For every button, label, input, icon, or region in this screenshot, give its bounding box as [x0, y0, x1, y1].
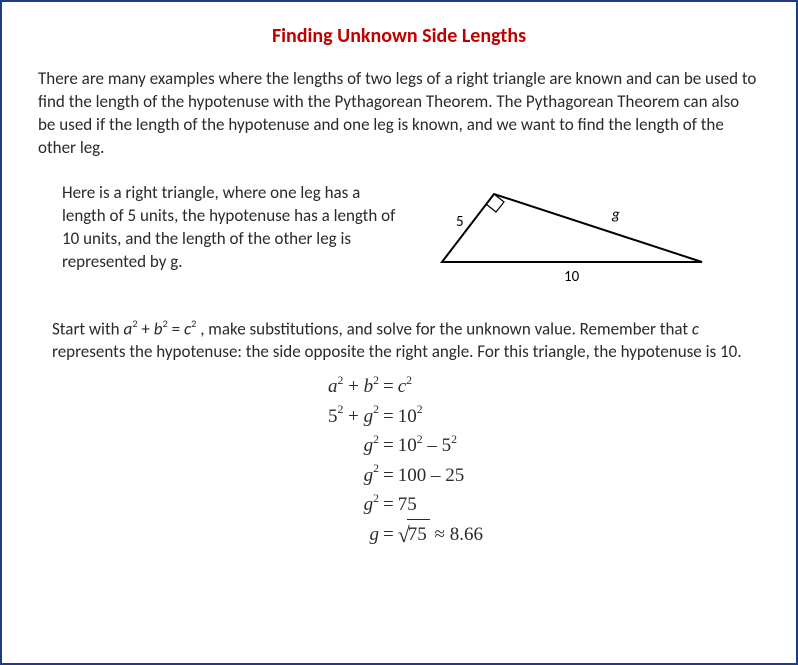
eq6-g: g: [370, 524, 380, 545]
instr-part3: represents the hypotenuse: the side oppo…: [52, 341, 742, 362]
label-base-10: 10: [564, 268, 580, 286]
eq2-5-sup: 2: [338, 403, 344, 416]
eq2-10: 10: [398, 406, 417, 427]
eq2-plus: +: [343, 406, 363, 427]
formula-c: c: [184, 318, 191, 339]
label-leg-5: 5: [456, 213, 464, 231]
equation-line-5: g2 = 75: [298, 490, 760, 519]
lesson-page: Finding Unknown Side Lengths There are m…: [0, 0, 798, 665]
formula-b-sup: 2: [162, 317, 167, 330]
label-hypotenuse-g: g: [611, 206, 620, 224]
eq1-b-sup: 2: [373, 374, 379, 387]
eq1-a-sup: 2: [338, 374, 344, 387]
eq4-minus: –: [426, 465, 445, 486]
eq4-25: 25: [445, 465, 464, 486]
eq1-a: a: [328, 376, 338, 397]
var-c: c: [692, 318, 699, 339]
formula-c-sup: 2: [191, 317, 196, 330]
eq3-g: g: [364, 435, 374, 456]
formula-plus: +: [138, 318, 154, 339]
eq5-g-sup: 2: [373, 492, 379, 505]
formula-eq: =: [168, 318, 184, 339]
eq1-b: b: [364, 376, 374, 397]
instr-part2: , make substitutions, and solve for the …: [196, 318, 692, 339]
eq5-75: 75: [398, 494, 417, 515]
eq4-g: g: [364, 465, 374, 486]
eq1-plus: +: [343, 376, 363, 397]
page-title: Finding Unknown Side Lengths: [38, 24, 760, 48]
equation-line-1: a2 + b2 = c2: [298, 372, 760, 401]
eq5-g: g: [364, 494, 374, 515]
formula-a: a: [123, 318, 132, 339]
equation-line-3: g2 = 102 – 52: [298, 431, 760, 460]
eq3-10-sup: 2: [417, 433, 423, 446]
equation-block: a2 + b2 = c2 52 + g2 = 102 g2 = 102 – 52…: [298, 372, 760, 550]
eq3-equals: =: [383, 431, 394, 460]
intro-paragraph: There are many examples where the length…: [38, 68, 760, 160]
eq1-equals: =: [383, 372, 394, 401]
eq4-g-sup: 2: [373, 462, 379, 475]
eq3-5: 5: [442, 435, 452, 456]
eq6-approx: ≈: [430, 524, 450, 545]
eq6-radicand: 75: [407, 519, 430, 549]
eq4-100: 100: [398, 465, 427, 486]
eq3-5-sup: 2: [451, 433, 457, 446]
triangle-shape: [442, 194, 702, 262]
eq3-minus: –: [423, 435, 442, 456]
eq2-g: g: [364, 406, 374, 427]
eq2-g-sup: 2: [373, 403, 379, 416]
eq2-10-sup: 2: [417, 403, 423, 416]
eq3-10: 10: [398, 435, 417, 456]
equation-line-6: g = √75 ≈ 8.66: [298, 519, 760, 549]
eq3-g-sup: 2: [373, 433, 379, 446]
eq2-5: 5: [328, 406, 338, 427]
formula-a-sup: 2: [132, 317, 137, 330]
example-row: Here is a right triangle, where one leg …: [62, 182, 760, 294]
eq4-equals: =: [383, 461, 394, 490]
triangle-diagram: 5 g 10: [422, 184, 714, 294]
eq1-c-sup: 2: [406, 374, 412, 387]
example-text: Here is a right triangle, where one leg …: [62, 182, 402, 274]
eq6-equals: =: [383, 520, 394, 549]
eq2-equals: =: [383, 402, 394, 431]
equation-line-2: 52 + g2 = 102: [298, 402, 760, 431]
sqrt-icon: √75: [398, 519, 430, 549]
instr-part1: Start with: [52, 318, 123, 339]
eq1-c: c: [398, 376, 406, 397]
equation-line-4: g2 = 100 – 25: [298, 461, 760, 490]
instructions-paragraph: Start with a2 + b2 = c2 , make substitut…: [52, 318, 760, 365]
eq6-value: 8.66: [450, 524, 483, 545]
eq5-equals: =: [383, 490, 394, 519]
